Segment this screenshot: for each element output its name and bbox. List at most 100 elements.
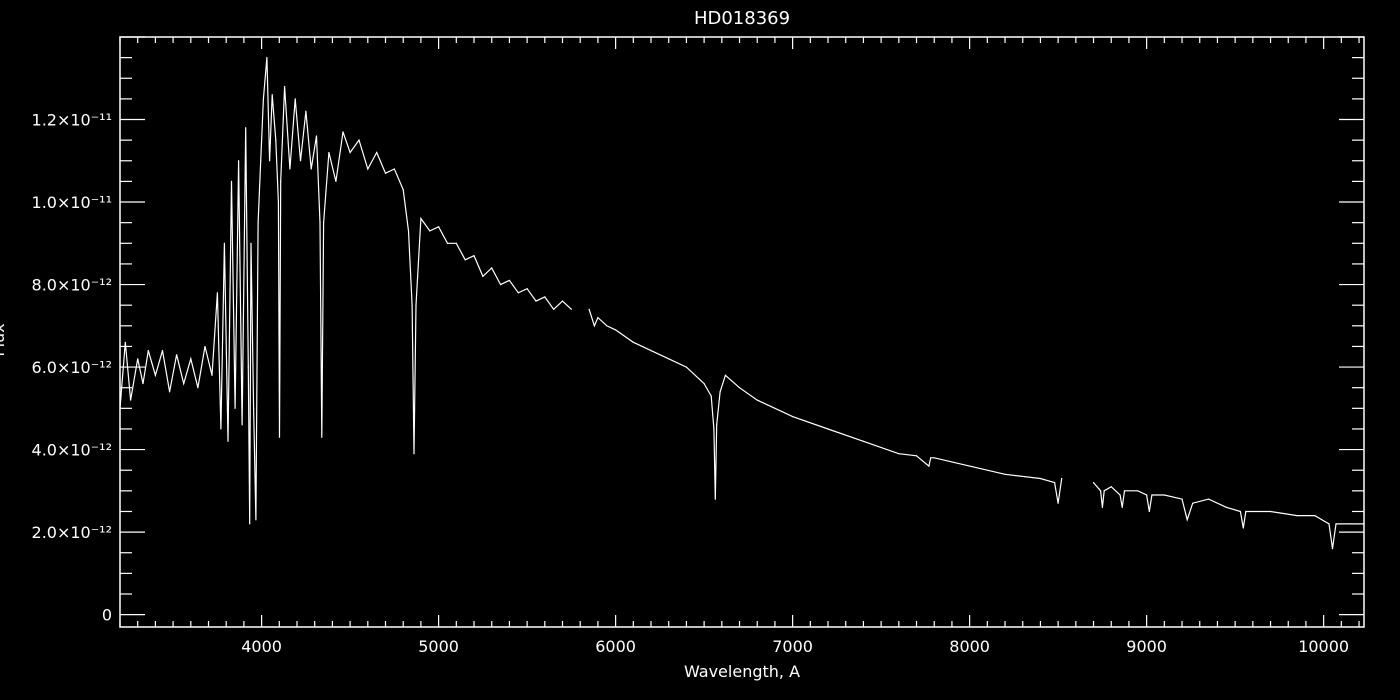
spectrum-point <box>898 453 900 455</box>
spectrum-point <box>413 453 415 455</box>
spectrum-point <box>237 160 240 162</box>
spectrum-point <box>211 374 213 376</box>
spectrum-point <box>1363 523 1365 525</box>
spectrum-point <box>1148 510 1150 513</box>
spectrum-point <box>606 325 608 327</box>
spectrum-point <box>402 189 404 191</box>
spectrum-point <box>220 428 222 430</box>
spectrum-point <box>241 424 243 426</box>
spectrum-point <box>255 519 257 521</box>
spectrum-point <box>1245 510 1247 513</box>
spectrum-point <box>526 288 528 290</box>
spectrum-point <box>384 172 387 174</box>
spectrum-point <box>1186 519 1188 521</box>
spectrum-point <box>1103 490 1105 492</box>
spectrum-point <box>183 382 185 385</box>
spectrum-point <box>1331 548 1334 550</box>
spectrum-point <box>716 424 718 426</box>
spectrum-point <box>230 180 233 183</box>
spectrum-point <box>553 308 555 310</box>
spectrum-point <box>142 382 144 385</box>
spectrum-point <box>933 457 935 459</box>
spectrum-point <box>827 428 829 430</box>
y-tick-label: 1.0×10⁻¹¹ <box>32 193 112 212</box>
series-layer <box>119 57 1365 550</box>
spectrum-point <box>464 259 466 261</box>
spectrum-point <box>227 440 229 442</box>
spectrum-point <box>204 345 206 348</box>
spectrum-point <box>161 349 164 352</box>
spectrum-point <box>411 304 413 306</box>
spectrum-point <box>349 151 351 154</box>
spectrum-point <box>393 168 395 170</box>
spectrum-point <box>271 94 273 96</box>
y-tick-label: 4.0×10⁻¹² <box>32 441 112 460</box>
spectrum-point <box>190 358 192 360</box>
spectrum-point <box>792 415 794 418</box>
spectrum-point <box>137 358 139 360</box>
spectrum-point <box>517 292 519 294</box>
spectrum-point <box>928 465 930 467</box>
spectrum-point <box>429 230 431 232</box>
spectrum-point <box>650 349 652 352</box>
spectrum-point <box>1119 494 1121 496</box>
spectrum-point <box>1328 523 1330 525</box>
spectrum-point <box>407 230 410 232</box>
spectrum-point <box>321 436 323 438</box>
spectrum-point <box>280 180 282 183</box>
spectrum-point <box>335 180 337 183</box>
spectrum-point <box>473 255 475 257</box>
spectrum-point <box>328 151 330 154</box>
spectrum-point <box>1349 523 1351 525</box>
spectrum-point <box>508 279 511 282</box>
spectrum-point <box>289 168 291 170</box>
spectrum-point <box>862 440 865 442</box>
spectrum-point <box>223 242 226 244</box>
spectrum-point <box>249 523 251 525</box>
spectrum-point <box>257 222 259 224</box>
x-tick-label: 8000 <box>949 637 990 656</box>
spectrum-point <box>268 160 271 162</box>
spectrum-point <box>1004 473 1006 475</box>
spectrum-point <box>250 242 252 244</box>
spectrum-point <box>588 308 590 310</box>
spectrum-point <box>969 465 971 467</box>
spectrum-point <box>1110 486 1112 488</box>
spectrum-point <box>310 168 312 170</box>
spectrum-point <box>1296 515 1298 517</box>
spectrum-point <box>275 139 277 141</box>
y-tick-label: 0 <box>102 606 112 625</box>
spectrum-point <box>315 135 318 137</box>
spectrum-point <box>1137 490 1139 492</box>
spectrum-point <box>1242 527 1244 529</box>
spectrum-point <box>491 267 493 269</box>
spectrum-point <box>253 407 255 409</box>
x-tick-label: 10000 <box>1298 637 1349 656</box>
spectrum-point <box>719 391 721 393</box>
spectrum-point <box>1061 477 1063 480</box>
spectrum-point <box>738 387 741 389</box>
spectrum-point <box>482 275 484 277</box>
spectrum-point <box>1100 490 1102 492</box>
y-axis-label: Flux <box>0 323 8 356</box>
spectrum-point <box>544 296 546 298</box>
chart-title: HD018369 <box>694 8 790 29</box>
spectrum-point <box>1269 510 1272 513</box>
x-tick-label: 5000 <box>418 637 459 656</box>
spectrum-point <box>1092 481 1095 484</box>
spectrum-point <box>597 316 599 319</box>
spectrum-point <box>1123 490 1126 492</box>
x-tick-label: 6000 <box>595 637 636 656</box>
plot-frame <box>119 36 1365 628</box>
spectrum-point <box>930 457 932 459</box>
spectrum-point <box>376 151 378 154</box>
spectrum-point <box>703 382 705 385</box>
spectrum-point <box>420 217 422 220</box>
spectrum-point <box>561 300 564 302</box>
spectrum-point <box>367 168 369 170</box>
spectrum-point <box>119 407 121 409</box>
spectrum-point <box>724 374 726 376</box>
spectrum-point <box>455 242 457 244</box>
spectrum-line-segment <box>588 309 1063 504</box>
spectrum-point <box>915 455 918 457</box>
